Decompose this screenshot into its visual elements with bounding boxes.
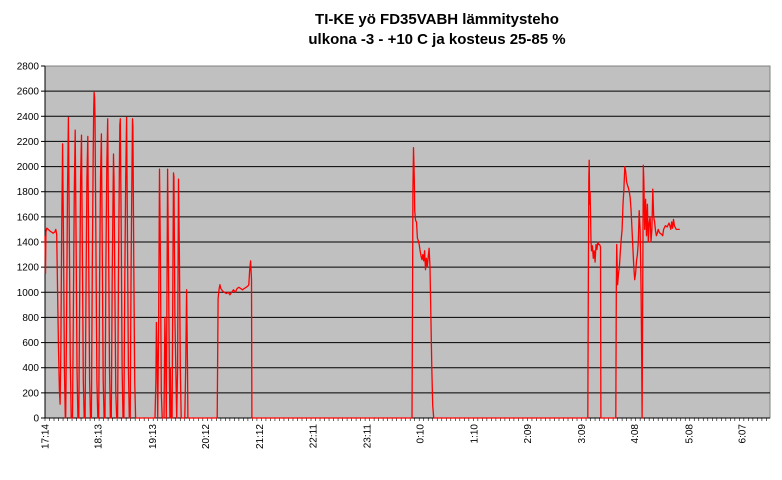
- x-tick-label: 19:13: [148, 424, 159, 449]
- x-tick-label: 21:12: [255, 424, 266, 449]
- y-tick-label: 1000: [17, 288, 40, 299]
- x-tick-label: 5:08: [684, 424, 695, 444]
- y-tick-label: 2000: [17, 162, 40, 173]
- y-tick-label: 2200: [17, 137, 40, 148]
- y-tick-label: 200: [22, 388, 39, 399]
- y-tick-label: 0: [33, 414, 39, 425]
- y-tick-label: 2400: [17, 112, 40, 123]
- x-tick-label: 23:11: [362, 424, 373, 449]
- x-tick-label: 0:10: [416, 424, 427, 444]
- x-tick-label: 22:11: [308, 424, 319, 449]
- series-line-0: [44, 91, 680, 419]
- x-tick-label: 1:10: [470, 424, 481, 444]
- x-tick-label: 18:13: [94, 424, 105, 449]
- chart-title-line1: TI-KE yö FD35VABH lämmitysteho: [315, 11, 559, 28]
- chart-title-line2: ulkona -3 - +10 C ja kosteus 25-85 %: [308, 31, 566, 48]
- chart-title: TI-KE yö FD35VABH lämmitysteho ulkona -3…: [92, 10, 782, 50]
- y-tick-label: 1400: [17, 238, 40, 249]
- y-tick-label: 2600: [17, 87, 40, 98]
- y-tick-label: 400: [22, 363, 39, 374]
- y-tick-label: 1200: [17, 263, 40, 274]
- x-tick-label: 2:09: [523, 424, 534, 444]
- y-tick-label: 1800: [17, 187, 40, 198]
- y-tick-label: 800: [22, 313, 39, 324]
- plot-layer: 0 200 400 600 800 1000 1200 1400 1600 1800 2000 220…: [17, 62, 771, 449]
- y-tick-label: 600: [22, 338, 39, 349]
- x-tick-label: 20:12: [201, 424, 212, 449]
- x-tick-label: 4:08: [630, 424, 641, 444]
- x-tick-label: 17:14: [41, 424, 52, 449]
- x-tick-label: 3:09: [577, 424, 588, 444]
- y-tick-label: 1600: [17, 212, 40, 223]
- x-tick-label: 6:07: [738, 424, 749, 444]
- y-tick-label: 2800: [17, 62, 40, 73]
